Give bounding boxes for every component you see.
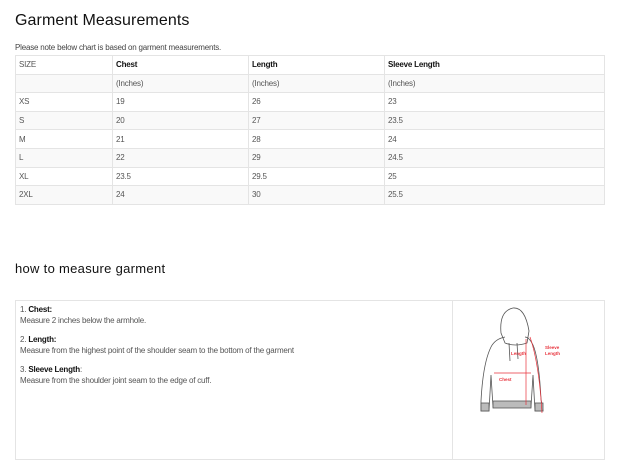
table-header-row: SIZE Chest Length Sleeve Length [15, 55, 605, 75]
table-cell: 25 [384, 166, 605, 187]
step-length: 2. Length: Measure from the highest point… [20, 334, 448, 356]
table-cell: S [15, 110, 113, 131]
table-cell: 22 [112, 147, 249, 168]
step-number: 1. [20, 305, 27, 314]
table-cell: 20 [112, 110, 249, 131]
how-to-heading: how to measure garment [15, 261, 166, 276]
waistband [492, 400, 532, 409]
table-cell: 25.5 [384, 185, 605, 205]
chest-label: Chest [499, 377, 512, 382]
drawstrings [508, 342, 519, 362]
table-cell: 29 [248, 147, 385, 168]
step-suffix: : [79, 365, 82, 374]
table-row: M 21 28 24 [15, 129, 605, 149]
header-chest: Chest [112, 55, 249, 75]
table-cell: 2XL [15, 185, 113, 205]
table-row: 2XL 24 30 25.5 [15, 185, 605, 205]
table-cell: M [15, 129, 113, 149]
step-text: Measure from the highest point of the sh… [20, 346, 294, 355]
table-row: S 20 27 23.5 [15, 110, 605, 131]
step-label: Chest: [28, 305, 53, 314]
how-to-measure-box: 1. Chest: Measure 2 inches below the armh… [15, 300, 605, 460]
page-title: Garment Measurements [15, 12, 190, 29]
step-sleeve-length: 3. Sleeve Length: Measure from the should… [20, 364, 448, 386]
step-text: Measure from the shoulder joint seam to … [20, 376, 212, 385]
table-cell: 30 [248, 185, 385, 205]
table-cell: 23.5 [384, 110, 605, 131]
header-length: Length [248, 55, 385, 75]
diagram-cell: Length Sleeve Length Chest [453, 301, 604, 459]
length-label: Length [511, 351, 526, 356]
table-cell: 24 [112, 185, 249, 205]
table-cell: XS [15, 92, 113, 112]
step-number: 2. [20, 335, 27, 344]
size-chart-table: SIZE Chest Length Sleeve Length (Inches)… [15, 55, 605, 205]
step-number: 3. [20, 365, 27, 374]
table-row: L 22 29 24.5 [15, 147, 605, 168]
body-outline [480, 336, 544, 412]
step-label: Length: [28, 335, 57, 344]
size-chart-note: Please note below chart is based on garm… [15, 43, 222, 52]
instructions: 1. Chest: Measure 2 inches below the armh… [16, 301, 453, 459]
table-cell: 28 [248, 129, 385, 149]
units-row: (Inches) (Inches) (Inches) [15, 73, 605, 94]
table-cell: XL [15, 166, 113, 187]
table-cell: 21 [112, 129, 249, 149]
sleeve-line [529, 336, 543, 414]
step-text: Measure 2 inches below the armhole. [20, 316, 146, 325]
table-cell: 29.5 [248, 166, 385, 187]
step-label: Sleeve Length [28, 365, 80, 374]
right-cuff [534, 402, 544, 412]
left-cuff [480, 402, 490, 412]
table-cell: 23.5 [112, 166, 249, 187]
header-sleeve-length: Sleeve Length [384, 55, 605, 75]
step-chest: 1. Chest: Measure 2 inches below the armh… [20, 304, 448, 326]
unit-cell: (Inches) [248, 73, 385, 94]
unit-cell: (Inches) [384, 73, 605, 94]
table-cell: 26 [248, 92, 385, 112]
hood-outline [500, 307, 530, 346]
table-cell: 24 [384, 129, 605, 149]
sleeve-label-1: Sleeve [545, 345, 560, 350]
table-cell: L [15, 147, 113, 168]
unit-cell [15, 73, 113, 94]
table-row: XS 19 26 23 [15, 92, 605, 112]
table-cell: 24.5 [384, 147, 605, 168]
sleeve-label-2: Length [545, 351, 560, 356]
table-cell: 19 [112, 92, 249, 112]
header-size: SIZE [15, 55, 113, 75]
table-row: XL 23.5 29.5 25 [15, 166, 605, 187]
hoodie-diagram: Length Sleeve Length Chest [480, 307, 560, 414]
table-cell: 23 [384, 92, 605, 112]
unit-cell: (Inches) [112, 73, 249, 94]
table-cell: 27 [248, 110, 385, 131]
